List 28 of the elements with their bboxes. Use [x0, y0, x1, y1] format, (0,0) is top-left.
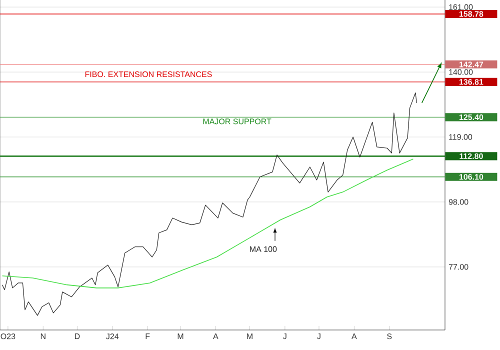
x-tick-label: J24 [106, 334, 119, 340]
x-tick-label: O23 [0, 334, 16, 340]
ref-line-label: 136.81 [459, 79, 484, 85]
annotation: FIBO. EXTENSION RESISTANCES [85, 71, 212, 78]
x-tick-label: J [283, 334, 286, 340]
x-tick-label: M [178, 334, 184, 340]
x-tick-label: J [317, 334, 320, 340]
ref-line-label: 142.47 [459, 62, 484, 68]
x-tick-label: D [74, 334, 80, 340]
x-tick-label: A [213, 334, 218, 340]
ref-line-label: 112.80 [460, 153, 483, 160]
y-tick-label: 77.00 [448, 264, 468, 270]
line-series [2, 158, 414, 288]
ref-line-label: 125.40 [459, 114, 484, 120]
annotation: MAJOR SUPPORT [203, 118, 272, 124]
y-tick-label: 161.00 [449, 4, 473, 10]
x-tick-label: S [387, 334, 392, 340]
ref-line-label: 158.78 [459, 11, 484, 17]
x-tick-label: N [40, 334, 46, 340]
x-tick-label: M [247, 334, 252, 340]
y-tick-label: 98.00 [448, 199, 468, 205]
y-tick-label: 140.00 [449, 69, 473, 75]
annotation: MA 100 [250, 246, 277, 252]
ref-line-label: 106.10 [459, 174, 484, 180]
y-tick-label: 119.00 [449, 134, 472, 140]
x-tick-label: A [352, 334, 357, 340]
line-series [2, 92, 417, 316]
x-tick-label: F [146, 334, 150, 340]
